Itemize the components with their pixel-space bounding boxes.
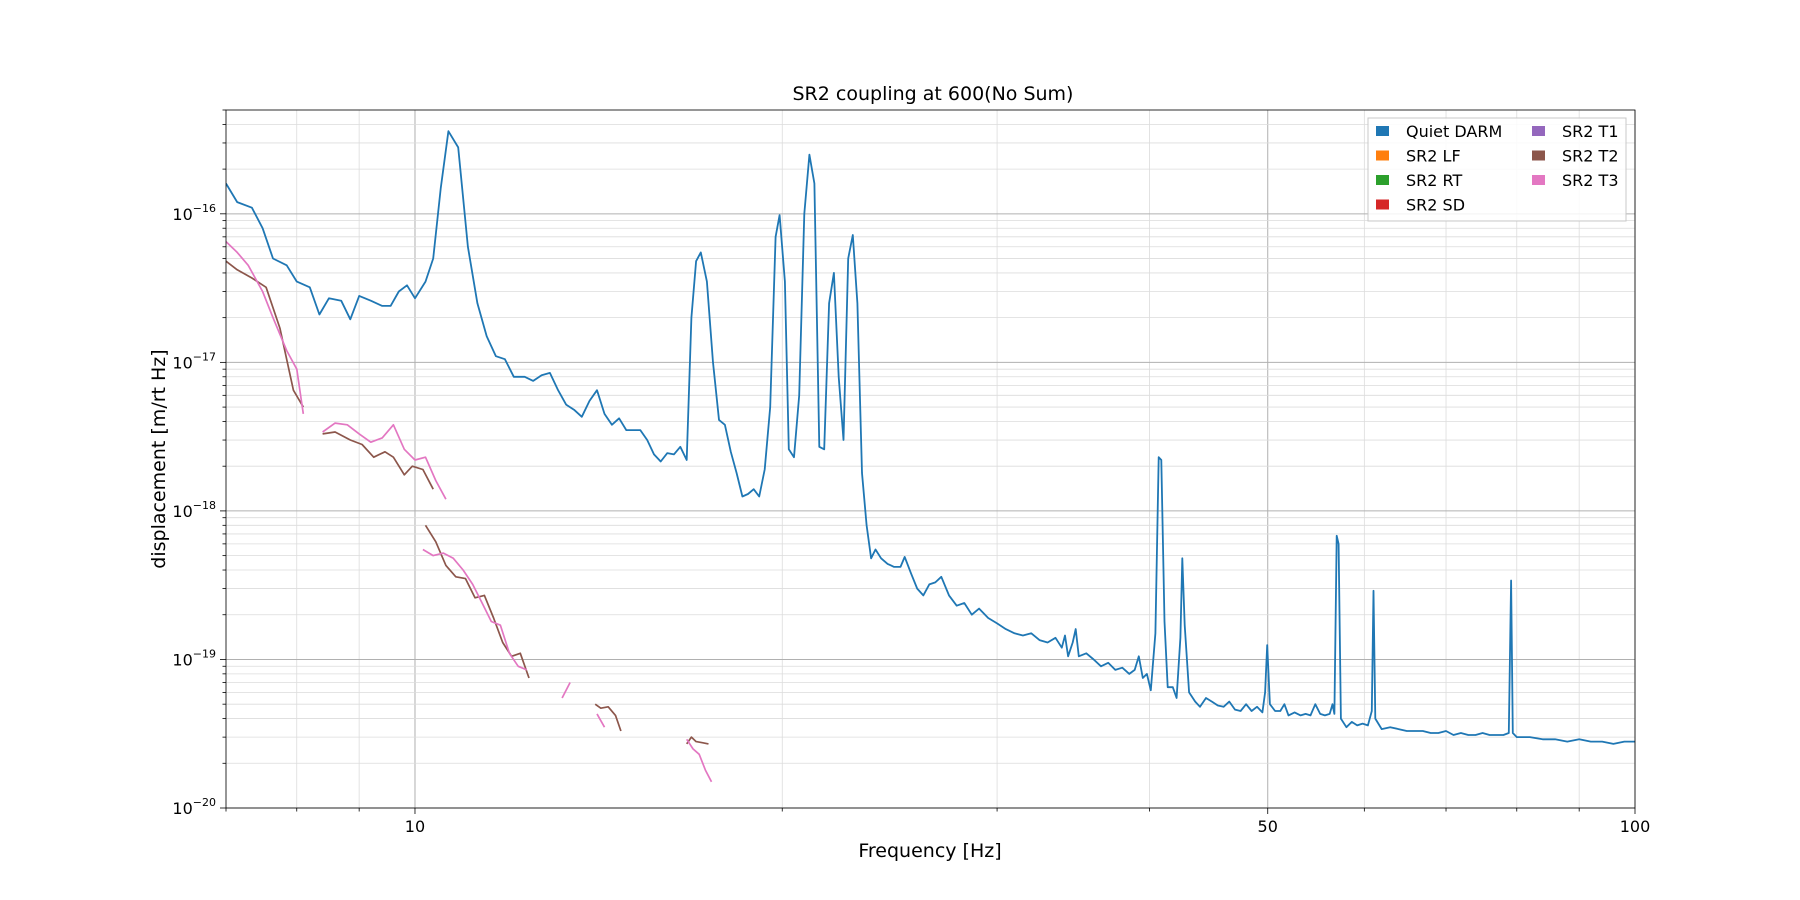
legend-swatch (1376, 199, 1389, 210)
series-line (422, 548, 528, 671)
y-tick-label: 10−16 (172, 202, 216, 224)
plot-area (226, 130, 1635, 783)
ticks: 10 50 100 10−20 10−19 10−18 10−17 10−16 (172, 109, 1651, 836)
x-tick-label: 50 (1258, 817, 1278, 836)
series-line (594, 703, 622, 732)
series-line (686, 736, 709, 745)
x-tick-label: 10 (405, 817, 425, 836)
series-line (685, 738, 713, 783)
legend-swatch (1376, 175, 1389, 185)
series-line (322, 431, 434, 490)
series-line (596, 713, 606, 728)
legend-swatch (1376, 150, 1389, 161)
series-line (226, 240, 305, 415)
legend-entry: SR2 T2 (1562, 147, 1619, 166)
series-line (226, 130, 1635, 745)
legend-swatch (1532, 150, 1545, 161)
legend-entry: SR2 LF (1406, 147, 1461, 166)
y-tick-label: 10−19 (172, 647, 216, 669)
x-axis-label: Frequency [Hz] (858, 840, 1001, 862)
legend-entry: SR2 SD (1406, 196, 1465, 215)
legend-box (1367, 117, 1627, 222)
series-line (424, 524, 530, 679)
legend-swatch (1376, 126, 1389, 136)
y-tick-label: 10−17 (172, 350, 216, 372)
legend: Quiet DARM SR2 LF SR2 RT SR2 SD SR2 T1 SR2 T2… (1367, 117, 1627, 222)
series-line (226, 260, 305, 408)
legend-entry: SR2 T3 (1562, 171, 1619, 190)
x-tick-label: 100 (1620, 817, 1651, 836)
chart-title: SR2 coupling at 600(No Sum) (793, 83, 1074, 105)
y-axis-label: displacement [m/rt Hz] (148, 349, 170, 568)
y-tick-label: 10−20 (172, 796, 216, 818)
legend-swatch (1532, 175, 1545, 185)
series-line (322, 422, 447, 500)
legend-entry: SR2 T1 (1562, 122, 1619, 141)
legend-swatch (1532, 126, 1545, 136)
axes-frame (225, 109, 1636, 809)
legend-entry: Quiet DARM (1406, 122, 1502, 141)
y-tick-label: 10−18 (172, 499, 216, 521)
series-line (561, 682, 571, 699)
legend-entry: SR2 RT (1406, 171, 1462, 190)
